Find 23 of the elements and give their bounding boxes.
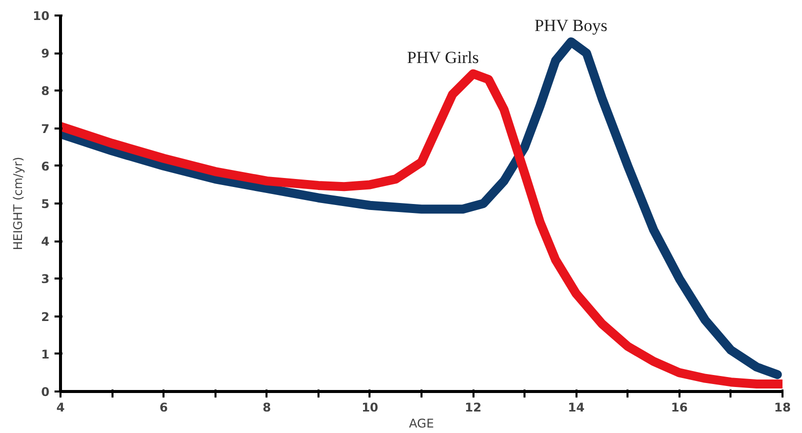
y-tick-label: 5 (41, 197, 50, 211)
x-tick-label: 14 (568, 400, 585, 414)
x-tick-label: 6 (159, 400, 168, 414)
x-tick-label: 16 (671, 400, 688, 414)
x-tick-label: 4 (56, 400, 65, 414)
y-tick-label: 1 (41, 347, 50, 362)
y-tick-label: 0 (41, 385, 50, 399)
x-axis-title: AGE (409, 416, 434, 430)
y-tick-label: 10 (32, 9, 50, 23)
x-tick-label: 18 (774, 400, 791, 414)
x-tick-label: 8 (262, 400, 271, 414)
x-tick-label: 10 (362, 400, 378, 414)
y-tick-label: 9 (41, 46, 50, 61)
x-tick-label: 12 (464, 400, 482, 414)
series-label: PHV Boys (534, 16, 608, 35)
y-tick-label: 8 (41, 84, 50, 98)
y-tick-label: 4 (41, 234, 50, 249)
y-tick-label: 7 (41, 122, 50, 136)
y-tick-label: 6 (41, 159, 50, 174)
y-axis-title: HEIGHT (cm/yr) (10, 156, 25, 250)
y-tick-label: 3 (41, 272, 50, 286)
y-tick-label: 2 (41, 310, 50, 324)
series-label: PHV Girls (406, 48, 479, 67)
